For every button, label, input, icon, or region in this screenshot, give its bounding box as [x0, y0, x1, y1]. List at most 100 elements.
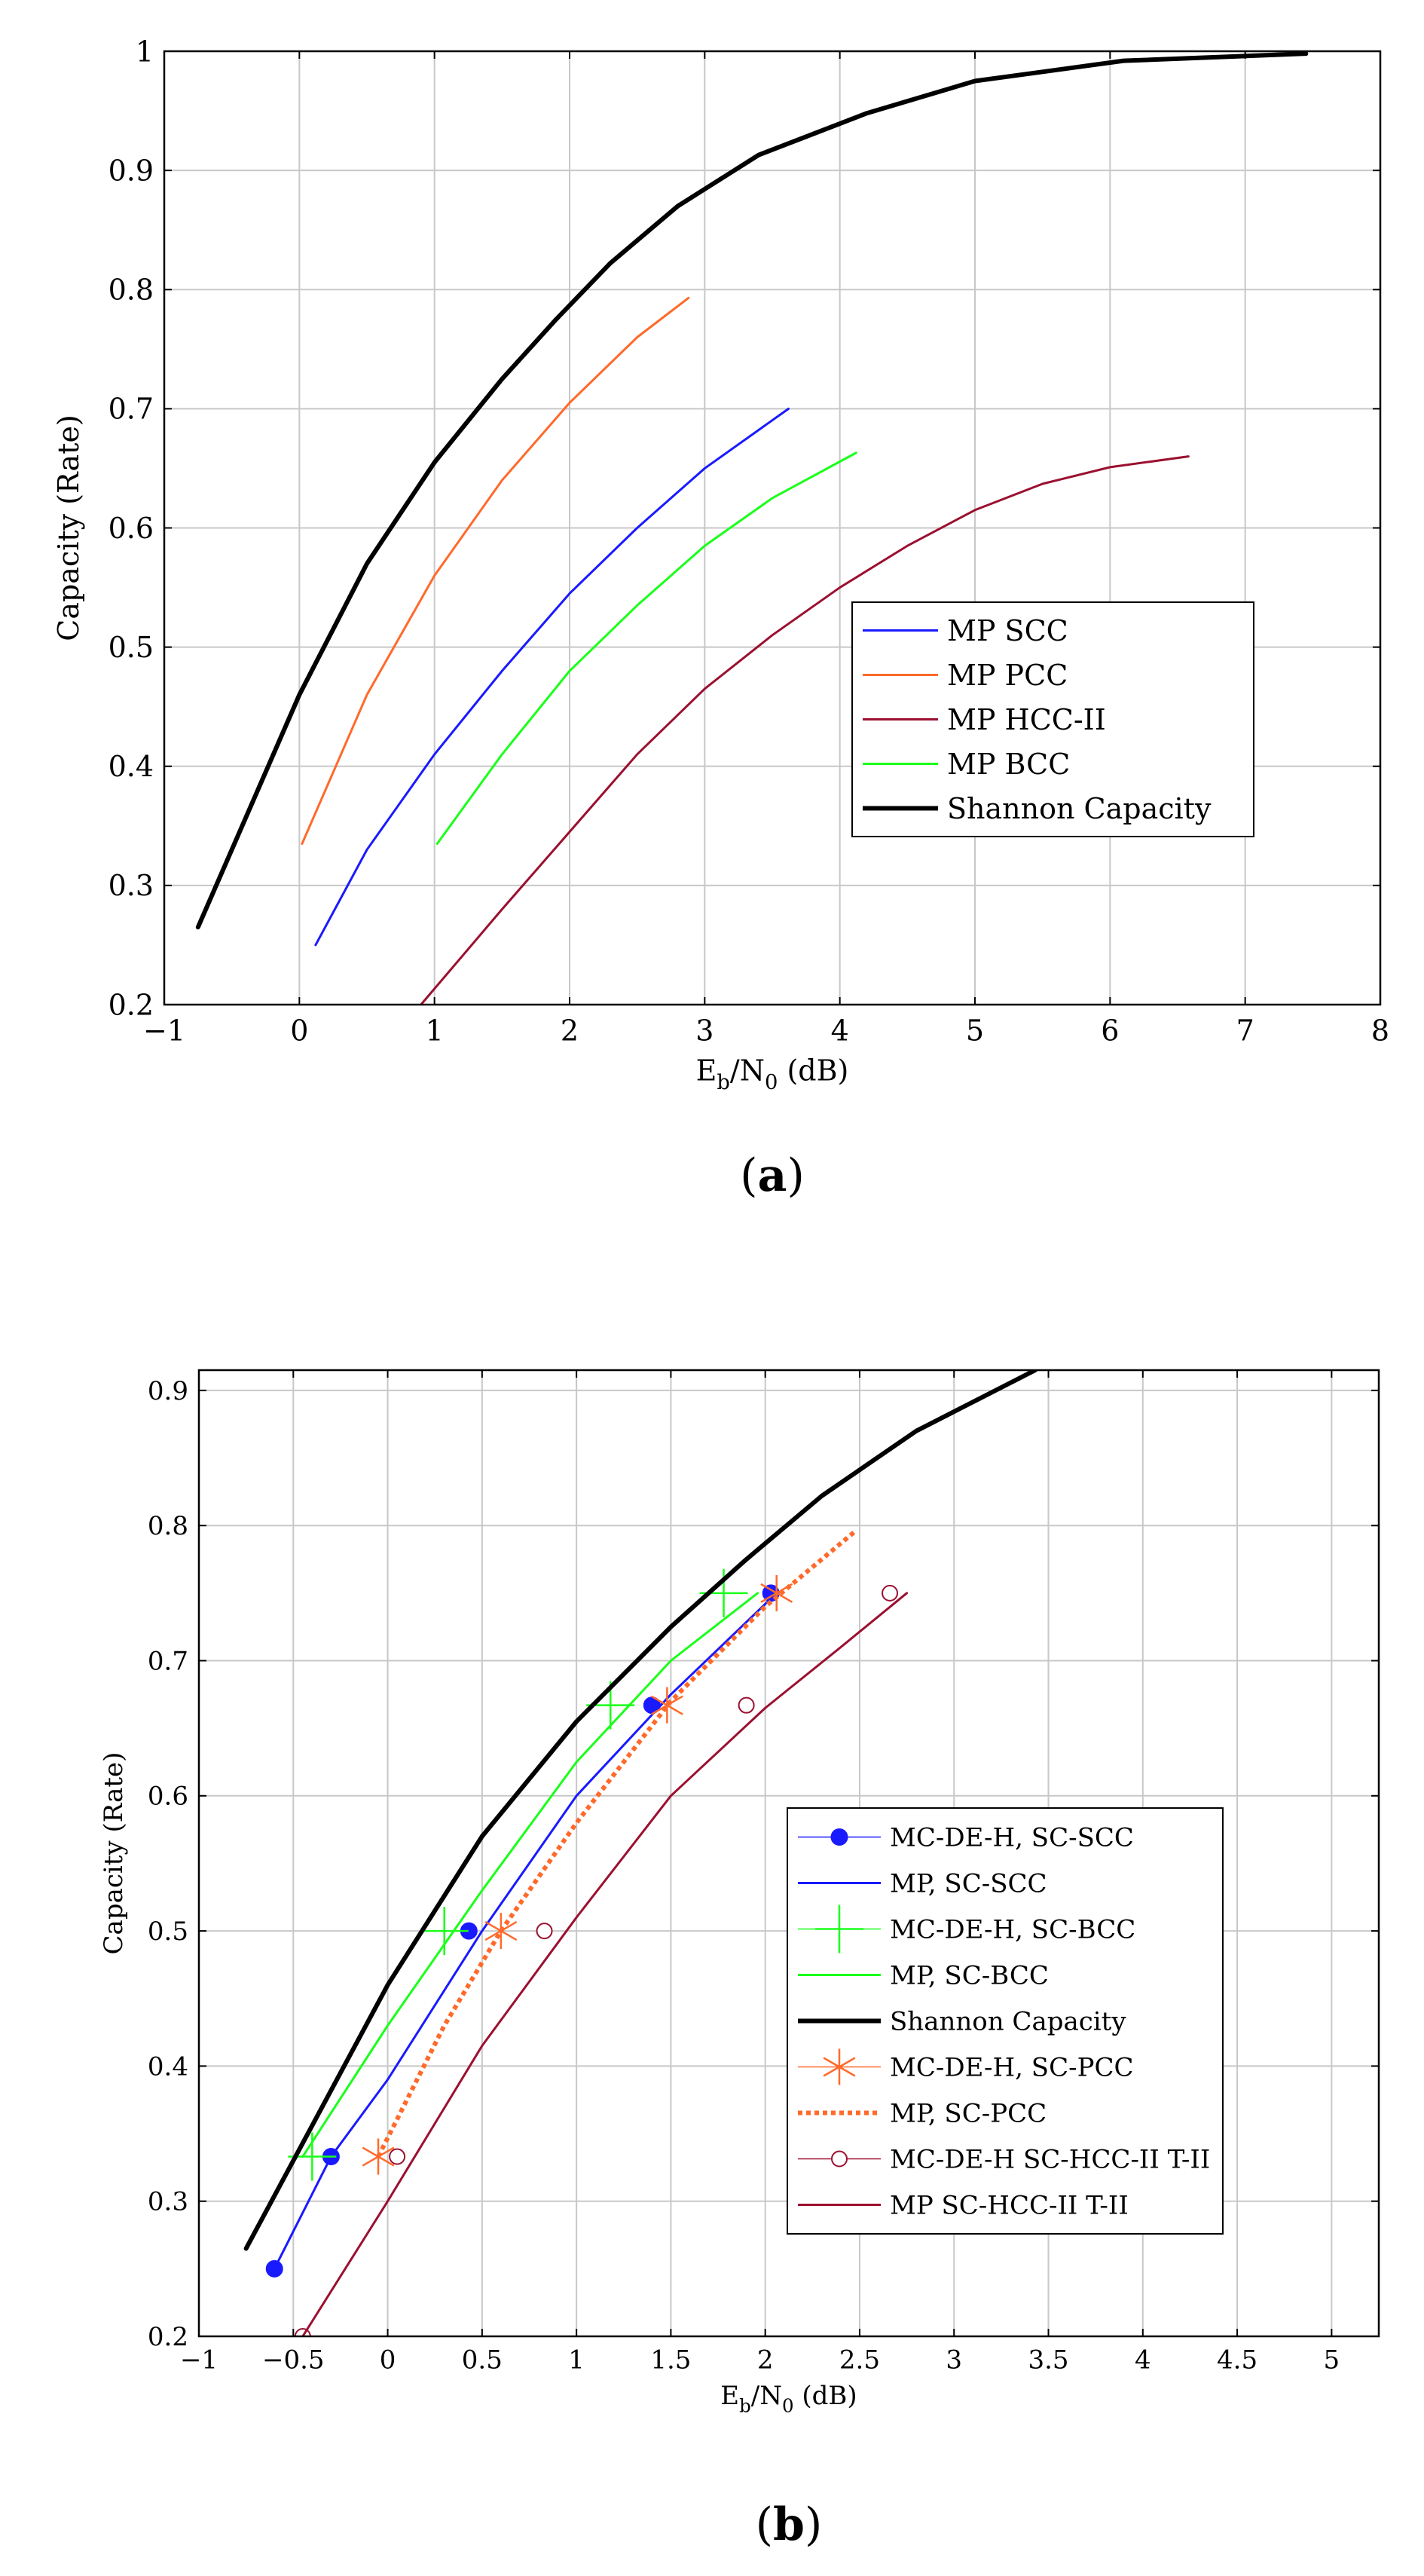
y-tick-label: 0.8	[148, 1511, 188, 1541]
axes-frame	[197, 1369, 1380, 2338]
data-point	[389, 2148, 406, 2165]
x-tick-label: 0	[290, 1014, 308, 1048]
x-tick-label: 3	[695, 1014, 714, 1048]
y-tick-label: 0.9	[148, 1376, 188, 1406]
legend-item: MC-DE-H SC-HCC-II T-II	[798, 2144, 1210, 2174]
x-tick-label: 4	[831, 1014, 849, 1048]
x-tick-label: 5	[1324, 2345, 1340, 2376]
legend-marker	[815, 1904, 863, 1953]
series-mp-pcc	[301, 296, 690, 846]
ticks: −1 0 1 2 3 4 5 6 7 8 0.2 0.3 0.4 0.5 0.6 0.7 0.8 0.9 1	[108, 35, 1390, 1047]
panel-label: (a)	[740, 1149, 805, 1202]
x-tick-label: −1	[143, 1014, 185, 1048]
x-tick-label: 5	[966, 1014, 984, 1048]
legend-label: MP, SC-BCC	[890, 1960, 1049, 1990]
x-axis-label: Eb/N0 (dB)	[720, 2381, 857, 2416]
legend-marker	[823, 2048, 856, 2085]
series-line-mp-sc-pcc	[376, 1530, 856, 2158]
grid	[163, 50, 1381, 1005]
legend-item: MP, SC-BCC	[798, 1960, 1049, 1990]
x-tick-label: 2	[757, 2345, 774, 2376]
x-tick-label: 2	[561, 1014, 579, 1048]
x-tick-label: 3.5	[1028, 2345, 1068, 2376]
legend-item: MC-DE-H, SC-BCC	[798, 1904, 1135, 1953]
y-tick-label: 0.5	[108, 631, 154, 664]
x-tick-label: −1	[180, 2345, 218, 2376]
series-mp-sc-bcc	[301, 1592, 759, 2158]
x-tick-label: 0	[380, 2345, 396, 2376]
legend-label: MP BCC	[947, 748, 1070, 781]
data-point	[738, 1696, 755, 1714]
series-line-mp-sc-hcc-ii-t-ii	[301, 1592, 909, 2336]
legend-label: MC-DE-H, SC-SCC	[890, 1822, 1134, 1852]
y-tick-label: 0.3	[108, 869, 154, 902]
x-tick-label: 6	[1101, 1014, 1119, 1048]
x-axis-label: Eb/N0 (dB)	[696, 1054, 849, 1094]
series-line-mp-sc-bcc	[301, 1592, 759, 2158]
series-group	[243, 1370, 1037, 2336]
y-tick-label: 0.6	[108, 512, 154, 545]
legend-label: Shannon Capacity	[947, 792, 1212, 825]
chart-panel-a: −1 0 1 2 3 4 5 6 7 8 0.2 0.3 0.4 0.5 0.6 0.7 0.8 0.9 1 Eb/N…	[52, 35, 1389, 1202]
legend-label: MC-DE-H, SC-BCC	[890, 1914, 1135, 1944]
y-axis-label: Capacity (Rate)	[99, 1752, 129, 1955]
legend: MP SCC MP PCC MP HCC-II MP BCC Shannon Capac…	[851, 601, 1254, 837]
y-tick-label: 0.5	[148, 1917, 188, 1947]
x-tick-label: 2.5	[839, 2345, 880, 2376]
y-tick-label: 0.7	[108, 393, 154, 426]
legend-item: Shannon Capacity	[798, 2006, 1126, 2036]
data-point	[536, 1923, 553, 1940]
legend-label: MP SC-HCC-II T-II	[890, 2190, 1129, 2220]
series-line-shannon-capacity	[195, 51, 1309, 930]
series-line-shannon-capacity	[243, 1370, 1037, 2251]
legend-item: Shannon Capacity	[863, 792, 1212, 825]
data-point	[882, 1584, 899, 1602]
legend-item: MP, SC-SCC	[798, 1868, 1047, 1898]
legend-label: MP HCC-II	[947, 703, 1106, 736]
legend-item: MP PCC	[863, 659, 1068, 692]
series-shannon-capacity	[195, 51, 1309, 930]
series-mp-sc-pcc	[376, 1530, 856, 2158]
series-line-mp-scc	[314, 407, 790, 947]
legend-label: MC-DE-H SC-HCC-II T-II	[890, 2144, 1210, 2174]
x-tick-label: 1	[568, 2345, 585, 2376]
chart-panel-b: −1 −0.5 0 0.5 1 1.5 2 2.5 3 3.5 4 4.5 5 0.2 0.3 0.4 0.5 0…	[99, 1369, 1380, 2551]
x-tick-label: 1	[426, 1014, 444, 1048]
legend-item: MP HCC-II	[863, 703, 1106, 736]
series-shannon-capacity	[243, 1370, 1037, 2251]
y-tick-label: 0.9	[108, 154, 154, 187]
series-line-mp-hcc-ii	[420, 455, 1190, 1005]
series-line-mp-bcc	[435, 451, 857, 846]
series-mp-bcc	[435, 451, 857, 846]
x-tick-label: −0.5	[262, 2345, 325, 2376]
legend: MC-DE-H, SC-SCC MP, SC-SCC MC-DE-H, SC-BCC…	[787, 1807, 1224, 2235]
panel-label: (b)	[756, 2498, 823, 2551]
y-tick-label: 0.6	[148, 1782, 188, 1812]
series-mp-scc	[314, 407, 790, 947]
legend-label: Shannon Capacity	[890, 2006, 1126, 2036]
legend-item: MP, SC-PCC	[798, 2098, 1047, 2128]
legend-label: MP PCC	[947, 659, 1068, 692]
x-tick-label: 4.5	[1217, 2345, 1257, 2376]
legend-label: MP SCC	[947, 614, 1068, 647]
legend-label: MC-DE-H, SC-PCC	[890, 2052, 1133, 2082]
series-mc-de-h-sc-pcc	[362, 1574, 793, 2175]
x-tick-label: 1.5	[650, 2345, 691, 2376]
y-tick-label: 0.2	[108, 988, 154, 1021]
legend-item: MC-DE-H, SC-SCC	[798, 1822, 1134, 1852]
legend-marker	[830, 1828, 848, 1846]
data-point	[650, 1687, 683, 1724]
legend-item: MP BCC	[863, 748, 1070, 781]
y-tick-label: 0.4	[148, 2051, 188, 2082]
x-tick-label: 8	[1371, 1014, 1389, 1048]
legend-item: MP SC-HCC-II T-II	[798, 2190, 1129, 2220]
legend-label: MP, SC-PCC	[890, 2098, 1047, 2128]
y-tick-label: 0.8	[108, 274, 154, 307]
x-tick-label: 0.5	[462, 2345, 503, 2376]
legend-item: MP SCC	[863, 614, 1068, 647]
legend-item: MC-DE-H, SC-PCC	[798, 2048, 1133, 2085]
series-line-mp-pcc	[301, 296, 690, 846]
ticks: −1 −0.5 0 0.5 1 1.5 2 2.5 3 3.5 4 4.5 5 0.2 0.3 0.4 0.5 0…	[148, 1370, 1379, 2376]
y-tick-label: 0.4	[108, 750, 154, 783]
